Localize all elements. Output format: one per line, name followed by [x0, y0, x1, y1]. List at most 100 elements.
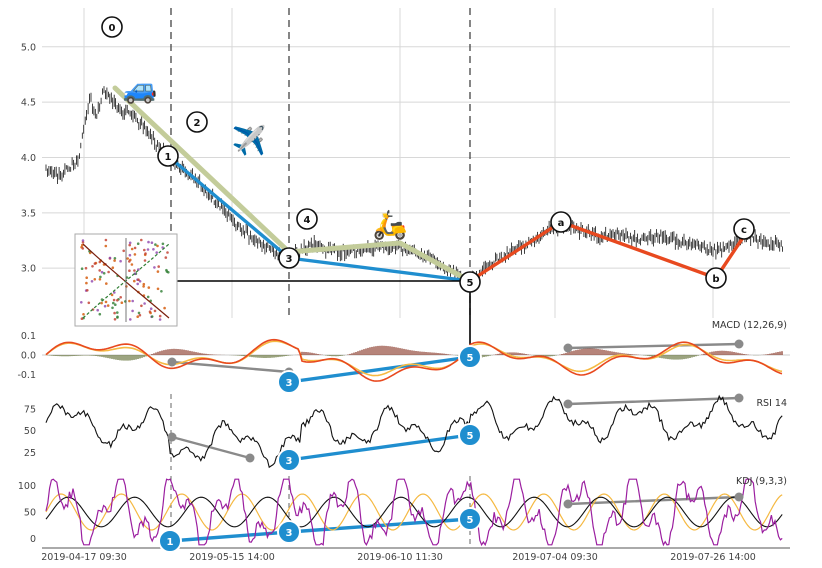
inset-point	[84, 266, 88, 270]
marker-5[interactable]	[459, 271, 481, 293]
inset-thumbnail[interactable]	[74, 233, 178, 327]
blue-up-trend-kdj[interactable]	[168, 517, 472, 543]
kdj-ytick-label: 50	[24, 508, 36, 519]
inset-point	[81, 247, 85, 250]
inset-point	[128, 299, 131, 303]
inset-point	[102, 272, 106, 275]
blue-up-trend-macd[interactable]	[287, 355, 472, 384]
anchor-dot	[734, 339, 744, 349]
x-tick-label: 2019-06-10 11:30	[357, 552, 443, 563]
inset-point	[104, 300, 108, 304]
inset-point	[106, 304, 110, 307]
inset-point	[104, 244, 108, 248]
inset-point	[128, 243, 131, 247]
inset-point	[128, 253, 132, 257]
marker-2[interactable]	[186, 111, 208, 133]
marker-label-macd-5: 5	[467, 353, 474, 364]
inset-point	[156, 270, 160, 273]
anchor-dot	[734, 393, 744, 403]
marker-macd-5[interactable]	[458, 345, 482, 369]
inset-point	[138, 280, 142, 283]
inset-point	[133, 246, 137, 250]
marker-0[interactable]	[101, 16, 123, 38]
marker-c[interactable]	[733, 218, 755, 240]
inset-point	[114, 303, 117, 307]
inset-point	[112, 298, 116, 302]
inset-point	[133, 253, 137, 256]
rsi-ytick-label: 25	[24, 448, 36, 459]
inset-point	[131, 299, 134, 303]
inset-point	[138, 313, 142, 317]
inset-point	[153, 309, 157, 313]
car-emoji: 🚙	[123, 72, 158, 105]
marker-3[interactable]	[278, 247, 300, 269]
inset-point	[87, 301, 91, 305]
marker-label-kdj-1: 1	[167, 537, 174, 548]
inset-point	[163, 306, 166, 310]
marker-macd-3[interactable]	[277, 370, 301, 394]
marker-kdj-3[interactable]	[277, 520, 301, 544]
inset-point	[140, 304, 143, 308]
inset-point	[164, 256, 168, 259]
inset-point	[149, 307, 153, 311]
grey-up-trend-rsi[interactable]	[566, 396, 741, 406]
airplane-emoji: ✈️	[232, 123, 267, 157]
inset-point	[111, 306, 114, 310]
marker-label-kdj-3: 3	[286, 528, 293, 539]
inset-point	[136, 242, 140, 245]
inset-point	[99, 275, 102, 279]
inset-point	[137, 311, 141, 315]
inset-point	[85, 276, 88, 280]
inset-point	[147, 240, 150, 244]
marker-label-2: 2	[194, 118, 201, 129]
inset-point	[143, 259, 147, 262]
inset-point	[91, 265, 94, 268]
inset-point	[122, 249, 125, 253]
marker-label-1: 1	[165, 152, 172, 163]
marker-label-macd-3: 3	[286, 378, 293, 389]
macd-dif-line	[45, 338, 783, 382]
inset-point	[85, 281, 88, 285]
marker-rsi-5[interactable]	[458, 423, 482, 447]
kdj-j-line	[45, 478, 783, 547]
inset-point	[93, 262, 97, 265]
anchor-dot	[245, 453, 255, 463]
orange-up-trend-price[interactable]	[468, 220, 750, 283]
vertical-dashed-lines	[170, 8, 471, 548]
grey-up-trend-macd[interactable]	[566, 342, 741, 350]
rsi-label: RSI 14	[756, 398, 787, 409]
inset-point	[143, 248, 146, 252]
marker-kdj-5[interactable]	[458, 507, 482, 531]
grey-down-trend-macd[interactable]	[170, 360, 291, 374]
price-ytick-label: 3.0	[21, 264, 36, 275]
inset-point	[82, 313, 85, 316]
marker-rsi-3[interactable]	[277, 448, 301, 472]
marker-kdj-1[interactable]	[158, 529, 182, 553]
macd-ytick-label: 0.0	[21, 351, 36, 362]
marker-1[interactable]	[157, 145, 179, 167]
blue-down-trend-price[interactable]	[166, 154, 472, 283]
olive-down-trend[interactable]	[112, 85, 473, 284]
marker-label-3: 3	[286, 254, 293, 265]
inset-point	[98, 269, 101, 272]
blue-up-trend-rsi[interactable]	[287, 433, 472, 462]
black-horizontal[interactable]	[177, 280, 471, 359]
inset-point	[80, 267, 84, 271]
inset-point	[142, 282, 146, 286]
inset-point	[161, 242, 165, 246]
inset-point	[116, 316, 119, 319]
kdj-d-line	[45, 496, 783, 528]
marker-b[interactable]	[705, 267, 727, 289]
inset-point	[146, 248, 150, 251]
marker-label-c: c	[741, 225, 747, 236]
grey-up-trend-kdj[interactable]	[566, 495, 741, 506]
grey-down-trend-rsi[interactable]	[170, 435, 252, 460]
inset-point	[105, 282, 108, 285]
inset-point	[100, 270, 104, 274]
marker-label-4: 4	[304, 215, 311, 226]
inset-point	[166, 251, 169, 254]
marker-4[interactable]	[296, 208, 318, 230]
marker-a[interactable]	[550, 211, 572, 233]
